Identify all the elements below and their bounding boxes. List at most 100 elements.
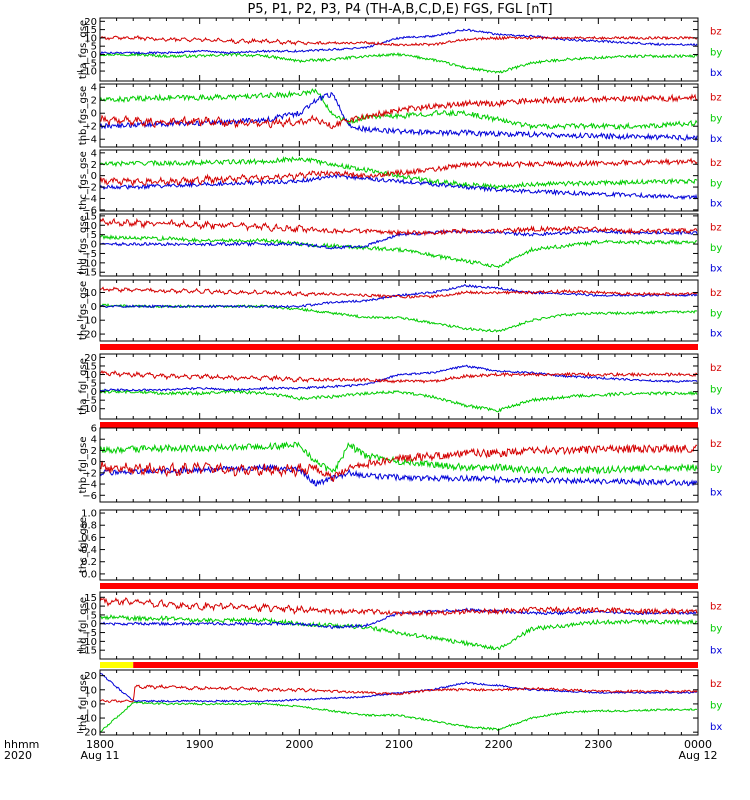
legend-by: by — [710, 243, 722, 254]
legend-bz: bz — [710, 27, 722, 38]
x-tick-label: 2100 — [385, 738, 413, 751]
y-axis-label: thb_fgl_gse — [78, 437, 89, 494]
legend-bx: bx — [710, 488, 722, 499]
legend-by: by — [710, 178, 722, 189]
y-tick-label: −6 — [82, 491, 97, 502]
legend-by: by — [710, 384, 722, 395]
y-tick-label: 0 — [91, 699, 97, 710]
y-tick-label: −10 — [76, 637, 97, 648]
y-tick-label: 4 — [91, 148, 97, 159]
y-tick-label: 10 — [84, 685, 97, 696]
y-tick-label: −5 — [82, 628, 97, 639]
series-bx-tha_fgs_gse — [100, 28, 698, 55]
y-axis-label: the_fgs_gse — [78, 281, 89, 340]
series-bz-tha_fgs_gse — [100, 34, 698, 47]
y-tick-label: 0 — [91, 50, 97, 61]
y-tick-label: 0.0 — [81, 569, 97, 580]
y-tick-label: 0.6 — [81, 533, 97, 544]
y-axis-label: thd_fgl_gse — [78, 597, 89, 654]
y-tick-label: 20 — [84, 17, 97, 28]
y-axis-label: thd_fgs_gse — [78, 215, 89, 274]
series-bx-thb_fgs_gse — [100, 91, 698, 141]
legend-bz: bz — [710, 439, 722, 450]
panel-frame — [99, 213, 699, 277]
y-tick-label: −4 — [82, 194, 97, 205]
series-bz-thb_fgs_gse — [100, 93, 698, 130]
y-tick-label: 0 — [91, 109, 97, 120]
legend-bx: bx — [710, 722, 722, 733]
panel-frame — [99, 279, 699, 342]
y-tick-label: 10 — [84, 221, 97, 232]
y-tick-label: 5 — [91, 610, 97, 621]
y-tick-label: −2 — [82, 122, 97, 133]
y-tick-label: −10 — [76, 714, 97, 725]
y-tick-label: 5 — [91, 379, 97, 390]
y-tick-label: 20 — [84, 671, 97, 682]
y-tick-label: −4 — [82, 480, 97, 491]
panel-frame — [99, 17, 699, 82]
x-tick-label: 1800 — [86, 738, 114, 751]
legend-by: by — [710, 47, 722, 58]
y-tick-label: 2 — [91, 446, 97, 457]
y-tick-label: 1.0 — [81, 509, 97, 520]
legend-by: by — [710, 113, 722, 124]
legend-bz: bz — [710, 93, 722, 104]
series-by-thd_fgl_gse — [100, 614, 698, 651]
legend-bz: bz — [710, 601, 722, 612]
series-bx-the_fgl_gse — [100, 672, 698, 703]
legend-bz: bz — [710, 222, 722, 233]
y-tick-label: 0 — [91, 240, 97, 251]
legend-bx: bx — [710, 646, 722, 657]
y-tick-label: −10 — [76, 258, 97, 269]
y-axis-label: thc_fgl_gse — [78, 517, 89, 573]
legend-bx: bx — [710, 406, 722, 417]
status-bar-segment — [100, 344, 698, 350]
legend-bx: bx — [710, 68, 722, 79]
y-tick-label: −6 — [82, 205, 97, 216]
y-tick-label: −2 — [82, 183, 97, 194]
status-bar-segment — [100, 583, 698, 589]
y-tick-label: 2 — [91, 160, 97, 171]
legend-bx: bx — [710, 134, 722, 145]
y-axis-label: tha_fgl_gse — [78, 358, 89, 415]
x-tick-label: 2000 — [285, 738, 313, 751]
x-tick-label: 2300 — [584, 738, 612, 751]
y-tick-label: 15 — [84, 25, 97, 36]
y-tick-label: 10 — [84, 288, 97, 299]
y-tick-label: 15 — [84, 361, 97, 372]
y-axis-label: thc_fgs_gse — [78, 151, 89, 210]
status-bar-segment — [133, 662, 698, 668]
legend-by: by — [710, 624, 722, 635]
series-bz-thd_fgl_gse — [100, 597, 698, 617]
y-tick-label: 0 — [91, 387, 97, 398]
legend-by: by — [710, 700, 722, 711]
series-bz-thd_fgs_gse — [100, 217, 698, 237]
legend-bz: bz — [710, 679, 722, 690]
series-bx-thb_fgl_gse — [100, 463, 698, 487]
series-bz-the_fgl_gse — [100, 683, 698, 704]
series-by-tha_fgl_gse — [100, 389, 698, 413]
y-tick-label: −5 — [82, 249, 97, 260]
legend-by: by — [710, 463, 722, 474]
series-bx-the_fgs_gse — [100, 284, 698, 309]
panel-frame — [99, 591, 699, 660]
x-tick-label: 1900 — [186, 738, 214, 751]
y-tick-label: 10 — [84, 370, 97, 381]
legend-bx: bx — [710, 263, 722, 274]
series-bz-thb_fgl_gse — [100, 443, 698, 483]
y-tick-label: 4 — [91, 83, 97, 94]
y-tick-label: 15 — [84, 211, 97, 222]
x-tick-date: Aug 11 — [81, 749, 120, 762]
series-by-thc_fgs_gse — [100, 156, 698, 191]
legend-bz: bz — [710, 158, 722, 169]
y-tick-label: −2 — [82, 468, 97, 479]
y-tick-label: 5 — [91, 230, 97, 241]
